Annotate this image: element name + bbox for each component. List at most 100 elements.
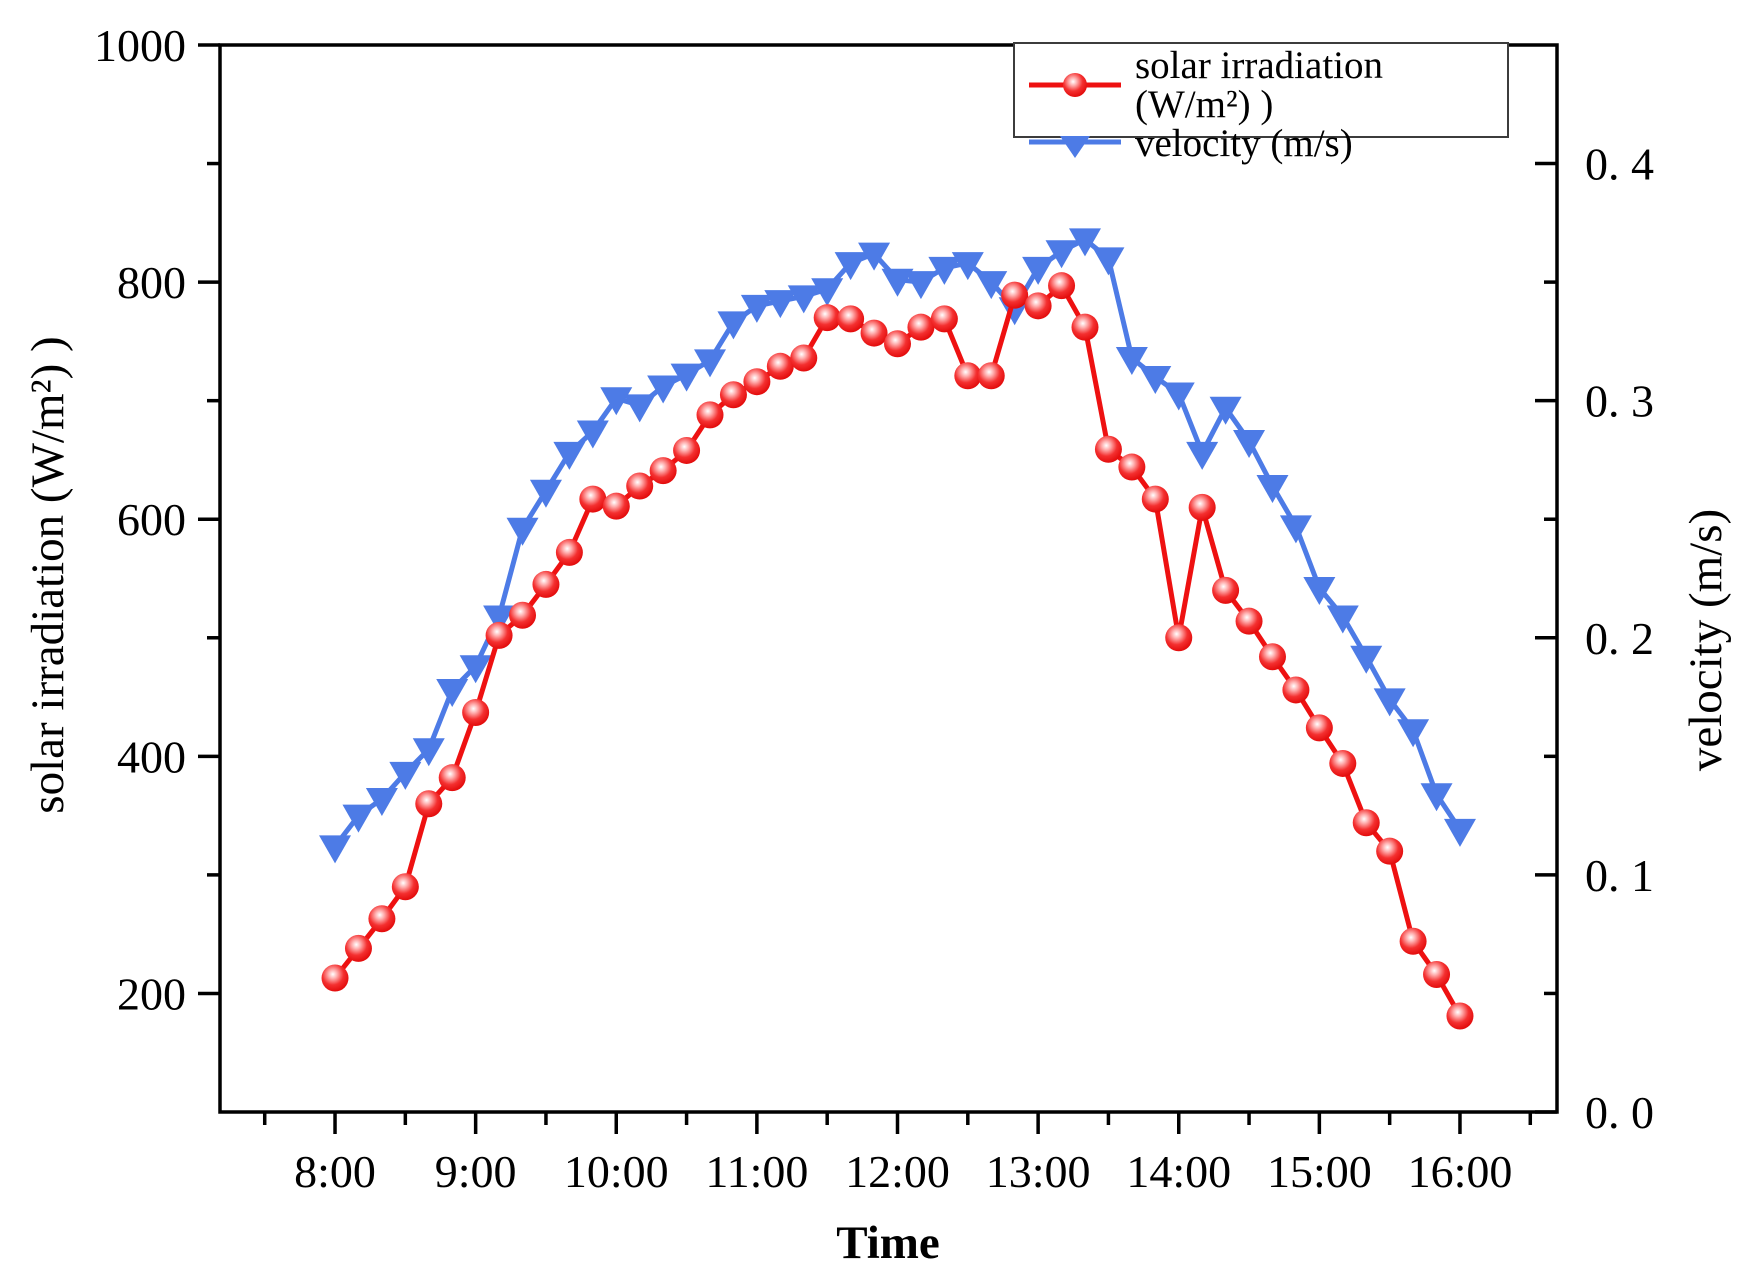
data-point-marker [415,790,443,818]
series-solar-irradiation [321,272,1474,1030]
data-point-marker [1048,272,1076,300]
data-point-marker [459,655,492,684]
data-point-marker [928,256,961,285]
data-point-marker [626,472,654,500]
data-point-marker [576,420,609,449]
data-point-marker [647,375,680,404]
data-point-marker [1115,346,1148,375]
data-point-marker [717,311,750,340]
x-axis-tick-label: 16:00 [1408,1146,1513,1197]
data-point-marker [1303,576,1336,605]
data-point-marker [412,738,445,767]
x-axis-tick-label: 11:00 [705,1146,808,1197]
data-point-marker [438,764,466,792]
data-point-marker [1305,714,1333,742]
data-point-marker [1443,818,1476,847]
data-point-marker [344,934,372,962]
data-point-marker [1352,809,1380,837]
data-point-marker [907,313,935,341]
data-point-marker [1045,240,1078,269]
data-point-marker [1024,292,1052,320]
data-point-marker [1282,676,1310,704]
left-axis-tick-label: 200 [117,968,186,1019]
data-point-marker [1188,493,1216,521]
data-point-marker [1068,228,1101,257]
right-axis-tick-label: 0. 0 [1585,1087,1654,1138]
data-point-marker [1092,247,1125,276]
data-point-marker [436,678,469,707]
data-point-marker [1209,396,1242,425]
data-point-marker [365,788,398,817]
data-point-marker [1212,576,1240,604]
data-point-marker [930,305,958,333]
velocity-series-sample-icon [1029,135,1121,158]
data-point-marker [1258,643,1286,671]
data-point-marker [342,804,375,833]
data-point-marker [719,381,747,409]
x-axis-tick-label: 8:00 [294,1146,376,1197]
data-point-marker [602,492,630,520]
legend-label-solar: solar irradiation (W/m²) ) [1135,44,1383,126]
data-point-marker [673,436,701,464]
x-axis-tick-label: 15:00 [1267,1146,1372,1197]
data-point-marker [696,401,724,429]
right-axis-tick-label: 0. 3 [1585,376,1654,427]
data-point-marker [1350,645,1383,674]
data-point-marker [319,835,352,864]
left-axis-tick-label: 800 [117,257,186,308]
right-axis-tick-label: 0. 1 [1585,850,1654,901]
data-point-marker [813,304,841,332]
data-point-marker [975,271,1008,300]
data-point-marker [787,285,820,314]
legend-item-solar: solar irradiation (W/m²) ) [1027,46,1499,124]
data-point-marker [600,387,633,416]
data-point-marker [743,368,771,396]
data-point-marker [860,319,888,347]
left-axis-tick-label: 400 [117,731,186,782]
legend-item-velocity: velocity (m/s) [1027,124,1499,163]
data-point-marker [951,252,984,281]
data-point-marker [506,517,539,546]
data-point-marker [1256,475,1289,504]
data-point-marker [1165,624,1193,652]
x-axis-tick-label: 10:00 [564,1146,669,1197]
left-axis-title: solar irradiation (W/m²) ) [22,336,74,814]
data-point-marker [670,363,703,392]
plot-area: 8:00 9:00 10:00 11:00 12:00 13:00 14:00 15:00 16… [94,20,1654,1197]
data-point-marker [1397,719,1430,748]
data-point-marker [811,278,844,307]
data-point-marker [532,570,560,598]
data-point-marker [391,873,419,901]
data-point-marker [1071,313,1099,341]
data-point-marker [694,349,727,378]
data-point-marker [904,271,937,300]
data-point-marker [1001,281,1029,309]
data-point-marker [1279,515,1312,544]
data-point-marker [553,441,586,470]
data-point-marker [740,294,773,323]
data-point-marker [389,761,422,790]
data-point-marker [766,352,794,380]
plot-frame [218,43,1559,1114]
data-point-marker [1141,485,1169,513]
data-point-marker [1373,688,1406,717]
data-point-marker [623,394,656,423]
solar-series-sample-icon [1029,73,1121,97]
data-point-marker [881,268,914,297]
data-point-marker [649,457,677,485]
x-axis-title: Time [836,1217,940,1269]
data-point-marker [555,538,583,566]
x-axis-tick-label: 12:00 [845,1146,950,1197]
axis-tick-labels: 8:00 9:00 10:00 11:00 12:00 13:00 14:00 15:00 16… [94,20,1654,1197]
data-point-marker [837,305,865,333]
data-point-marker [1162,382,1195,411]
data-point-marker [1233,429,1266,458]
data-point-marker [1399,927,1427,955]
data-point-marker [1420,783,1453,812]
data-point-marker [858,242,891,271]
data-point-marker [321,964,349,992]
axis-ticks [198,43,1557,1134]
data-point-marker [1376,837,1404,865]
data-point-marker [462,698,490,726]
series-line [332,283,1463,1019]
